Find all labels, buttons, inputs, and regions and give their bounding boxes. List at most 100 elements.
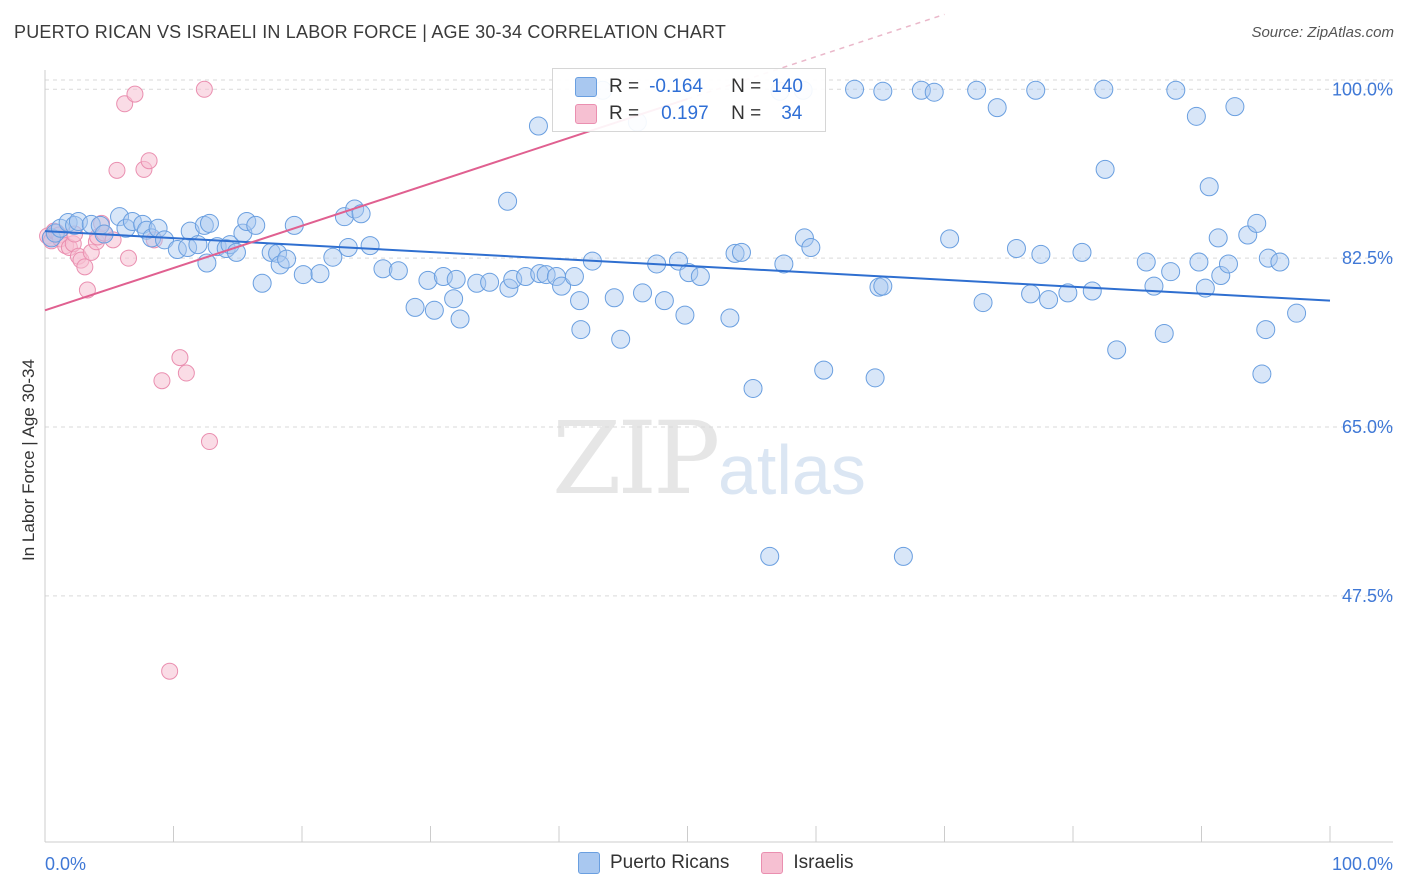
legend-label-puerto-ricans: Puerto Ricans [610,852,730,873]
puerto-ricans-point [1252,364,1272,384]
puerto-ricans-point [967,80,987,100]
puerto-ricans-point [731,242,751,262]
puerto-ricans-point [1136,252,1156,272]
y-tick-label: 82.5% [1342,248,1393,268]
legend-r-label: R = [609,103,640,124]
puerto-ricans-point [794,228,814,248]
legend-swatch-pink [575,104,597,124]
puerto-ricans-point [1031,244,1051,264]
puerto-ricans-trendline [44,230,1331,302]
watermark-atlas: atlas [718,431,866,509]
puerto-ricans-point [351,204,371,224]
puerto-ricans-point [893,546,913,566]
puerto-ricans-point [133,214,153,234]
legend-r-value: 0.197 [661,103,709,124]
puerto-ricans-point [1154,323,1174,343]
puerto-ricans-point [1095,159,1115,179]
puerto-ricans-point [252,273,272,293]
series-legend: Puerto Ricans Israelis [578,852,854,874]
legend-swatch-israelis [761,852,784,874]
israelis-point [200,433,218,451]
puerto-ricans-point [1195,278,1215,298]
puerto-ricans-point [155,230,175,250]
puerto-ricans-point [865,368,885,388]
puerto-ricans-point [774,254,794,274]
puerto-ricans-point [277,249,297,269]
puerto-ricans-point [1186,106,1206,126]
puerto-ricans-point [293,265,313,285]
puerto-ricans-point [1144,276,1164,296]
puerto-ricans-point [503,269,523,289]
chart-title: PUERTO RICAN VS ISRAELI IN LABOR FORCE |… [14,22,727,42]
puerto-ricans-point [1211,266,1231,286]
puerto-ricans-point [1021,284,1041,304]
legend-r-label: R = [609,76,640,97]
israelis-point [195,80,213,98]
y-axis-title: In Labor Force | Age 30-34 [19,359,38,561]
puerto-ricans-point [1039,290,1059,310]
puerto-ricans-point [1166,80,1186,100]
puerto-ricans-point [987,98,1007,118]
puerto-ricans-point [940,229,960,249]
puerto-ricans-point [1058,283,1078,303]
israelis-point [177,364,195,382]
y-tick-label: 65.0% [1342,417,1393,437]
israelis-point [171,349,189,367]
puerto-ricans-point [433,267,453,287]
puerto-ricans-point [310,264,330,284]
source-label: Source: ZipAtlas.com [1251,24,1394,41]
puerto-ricans-point [246,215,266,235]
puerto-ricans-point [1107,340,1127,360]
puerto-ricans-point [110,207,130,227]
puerto-ricans-point [528,116,548,136]
puerto-ricans-point [1199,177,1219,197]
israelis-point [161,662,179,680]
puerto-ricans-point [530,264,550,284]
puerto-ricans-point [873,81,893,101]
puerto-ricans-point [1082,281,1102,301]
puerto-ricans-point [334,207,354,227]
puerto-ricans-point [68,212,88,232]
israelis-point [153,372,171,390]
legend-label-israelis: Israelis [793,852,854,873]
puerto-ricans-point [725,243,745,263]
legend-n-label: N = [731,103,762,124]
puerto-ricans-point [564,267,584,287]
puerto-ricans-point [760,546,780,566]
y-tick-label: 100.0% [1332,79,1393,99]
legend-row-puerto-ricans: R = -0.164 N = 140 [575,74,803,100]
puerto-ricans-point [199,213,219,233]
puerto-ricans-point [873,276,893,296]
legend-swatch-puerto-ricans [578,852,600,874]
watermark-zip: ZIP [552,400,720,517]
puerto-ricans-point [450,309,470,329]
puerto-ricans-point [973,293,993,313]
puerto-ricans-point [1094,79,1114,99]
puerto-ricans-point [1189,252,1209,272]
puerto-ricans-point [690,267,710,287]
correlation-legend: R = -0.164 N = 140 R = 0.197 N = 34 [552,68,826,132]
puerto-ricans-point [675,305,695,325]
puerto-ricans-point [570,291,590,311]
puerto-ricans-point [65,215,85,235]
puerto-ricans-point [405,297,425,317]
legend-row-israelis: R = 0.197 N = 34 [575,101,802,127]
y-tick-label: 47.5% [1342,586,1393,606]
puerto-ricans-point [388,261,408,281]
puerto-ricans-point [679,263,699,283]
puerto-ricans-point [801,238,821,258]
puerto-ricans-point [1256,320,1276,340]
puerto-ricans-point [360,236,380,256]
puerto-ricans-point [720,308,740,328]
puerto-ricans-point [633,283,653,303]
israelis-point [108,161,126,179]
puerto-ricans-point [814,360,834,380]
puerto-ricans-point [424,300,444,320]
israelis-point [76,258,94,276]
puerto-ricans-point [444,289,464,309]
puerto-ricans-point [1258,248,1278,268]
israelis-point [140,152,158,170]
puerto-ricans-point [446,269,466,289]
puerto-ricans-point [654,291,674,311]
puerto-ricans-point [1225,97,1245,117]
